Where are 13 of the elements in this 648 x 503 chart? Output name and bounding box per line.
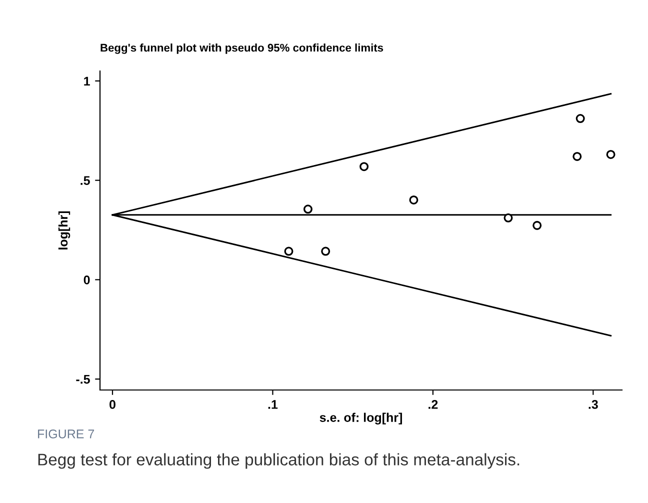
chart-title: Begg's funnel plot with pseudo 95% confidence limits: [100, 44, 384, 54]
x-tick-label: .3: [588, 400, 598, 409]
y-axis-title: log[hr]: [58, 211, 70, 250]
y-tick-label: -.5: [76, 375, 90, 384]
y-tick-label: .5: [80, 176, 90, 185]
caption: FIGURE 7: [38, 430, 94, 438]
x-tick-label: .2: [428, 400, 438, 409]
x-tick-label: 0: [110, 400, 116, 409]
x-axis-title: s.e. of: log[hr]: [320, 412, 402, 424]
text: Begg test for evaluating the publication bias of this meta-analysis.: [38, 453, 520, 469]
y-tick-label: 0: [84, 275, 90, 284]
y-tick-label: 1: [84, 76, 90, 86]
x-tick-label: .1: [268, 400, 278, 409]
